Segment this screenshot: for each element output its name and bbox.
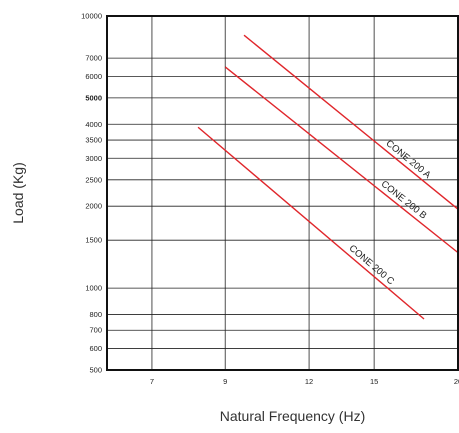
x-tick-label: 12 (305, 377, 313, 386)
x-tick-label: 15 (370, 377, 378, 386)
series-label: CONE 200 C (347, 243, 397, 287)
series-lines (197, 34, 459, 320)
y-tick-label: 1000 (85, 284, 102, 293)
series-label: CONE 200 A (384, 138, 434, 181)
y-tick-label: 2000 (85, 202, 102, 211)
y-tick-label: 7000 (85, 54, 102, 63)
y-tick-label: 3500 (85, 136, 102, 145)
y-tick-label: 2500 (85, 175, 102, 184)
x-tick-label: 20 (454, 377, 459, 386)
y-tick-label: 4000 (85, 120, 102, 129)
y-tick-label: 5000 (85, 93, 102, 102)
y-tick-labels: 500 600 700 800 1000 1500 2000 2500 3000 3500 4000… (81, 12, 102, 375)
series-line (197, 126, 425, 320)
x-axis-title: Natural Frequency (Hz) (220, 408, 366, 424)
y-tick-label: 800 (89, 310, 102, 319)
grid (107, 15, 459, 371)
x-tick-labels: 7 9 12 15 20 (150, 377, 459, 386)
y-tick-label: 3000 (85, 154, 102, 163)
series-line (224, 66, 459, 254)
series-line (243, 34, 459, 210)
series-label: CONE 200 B (379, 179, 429, 222)
plot-frame (106, 15, 459, 371)
y-axis-title: Load (Kg) (10, 162, 26, 223)
y-tick-label: 6000 (85, 72, 102, 81)
y-tick-label: 500 (89, 366, 102, 375)
x-tick-label: 9 (223, 377, 227, 386)
y-tick-label: 700 (89, 326, 102, 335)
y-tick-label: 600 (89, 344, 102, 353)
x-tick-label: 7 (150, 377, 154, 386)
y-tick-label: 10000 (81, 12, 102, 21)
y-tick-label: 1500 (85, 236, 102, 245)
